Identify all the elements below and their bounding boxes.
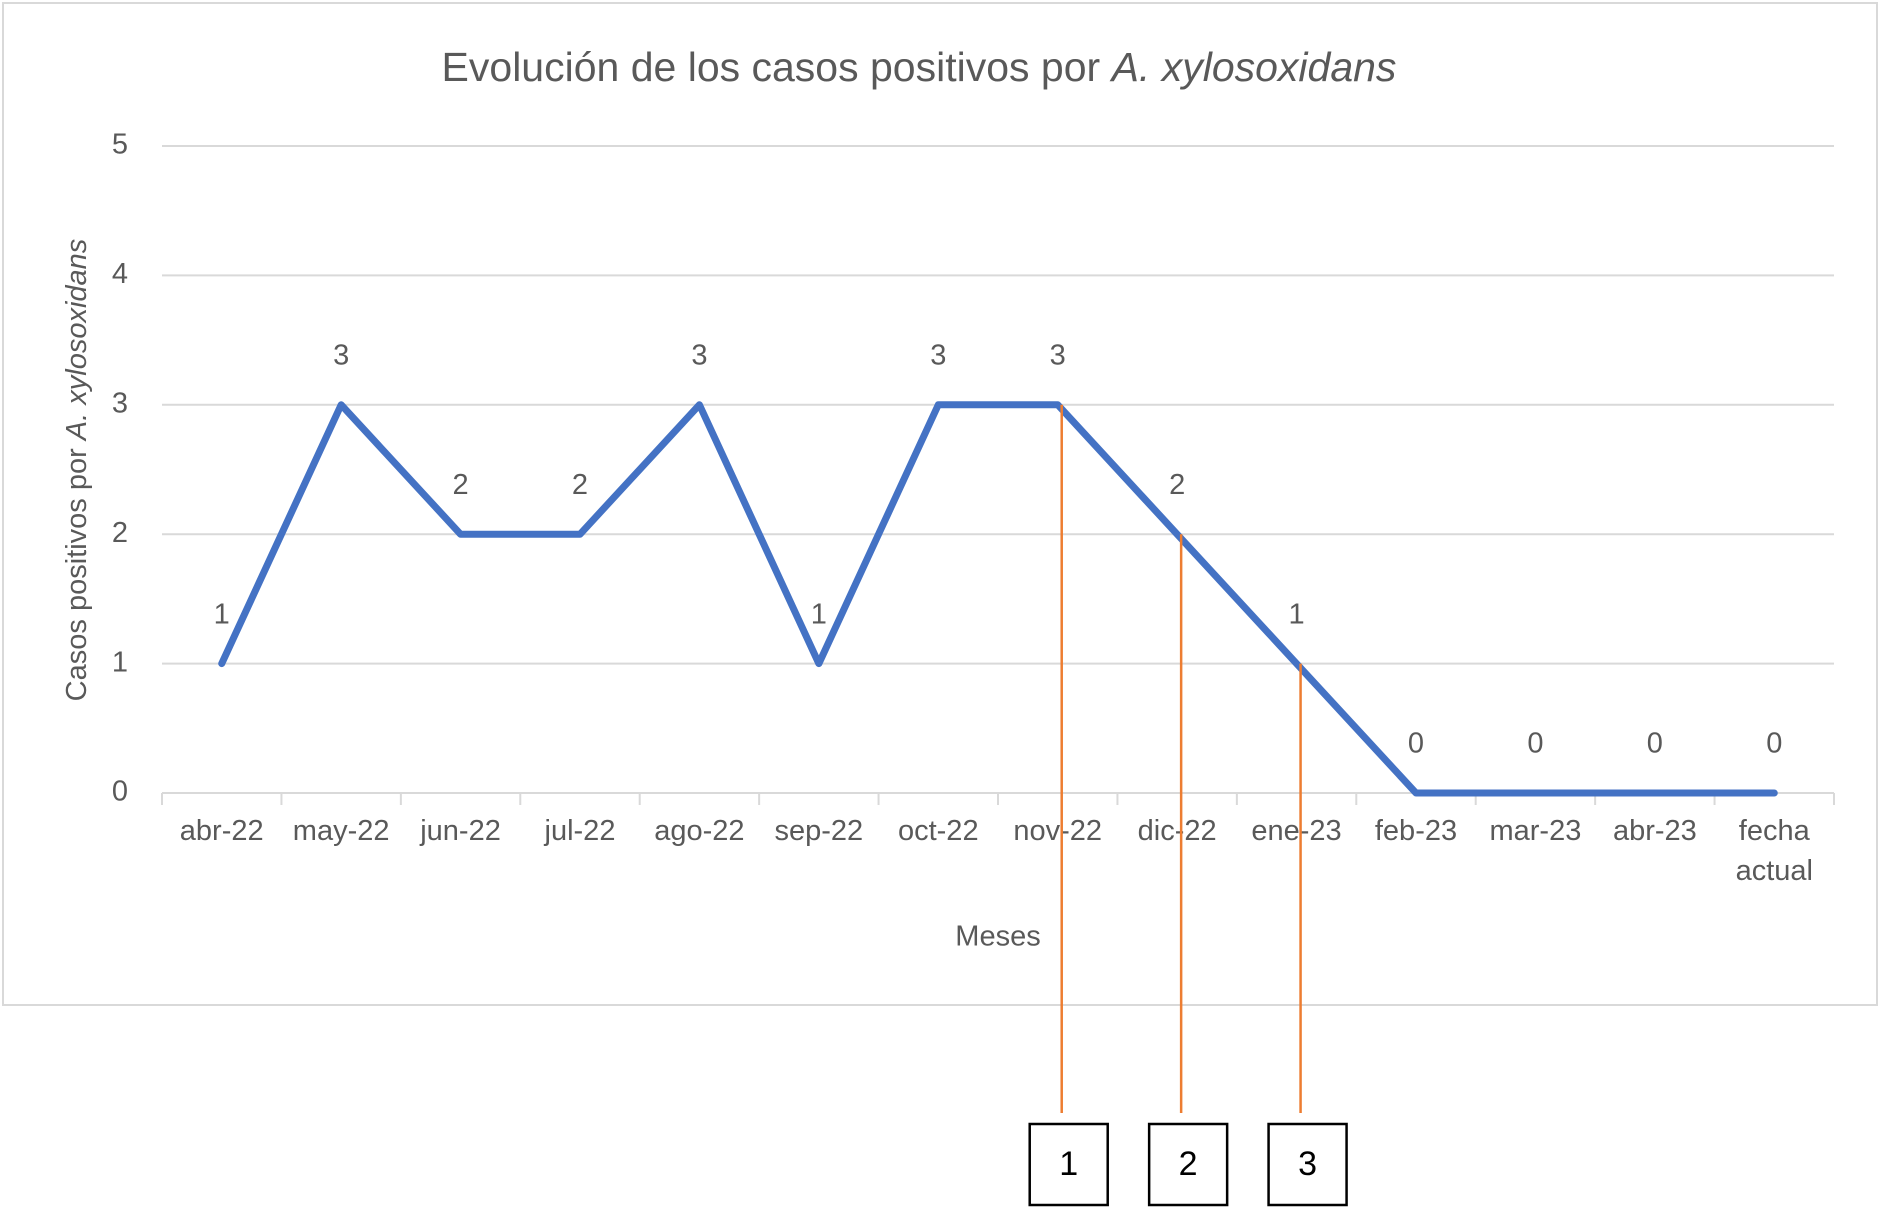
x-tick-label-box: jun-22 [420, 815, 501, 847]
x-tick-label-box: jul-22 [544, 815, 616, 847]
x-tick-label-box: oct-22 [897, 815, 979, 847]
y-label-italic: A. xylosoxidans [61, 239, 93, 443]
chart-title: Evolución de los casos positivos por A. … [442, 44, 1397, 90]
title-text: Evolución de los casos positivos por [442, 44, 1101, 90]
x-tick-label: mar-23 [1489, 815, 1582, 847]
data-label: 3 [691, 339, 707, 371]
y-tick-label: 0 [112, 776, 128, 808]
chart-border [2, 2, 1878, 1006]
x-tick-label: abr-23 [1612, 815, 1697, 847]
x-axis-label: Meses [955, 921, 1040, 953]
data-label: 3 [333, 339, 349, 371]
annotation-box [1267, 1122, 1348, 1207]
x-tick-label-box: feb-23 [1374, 815, 1458, 847]
x-tick-label-box: ene-23 [1251, 815, 1342, 847]
x-tick-label: ago-22 [654, 815, 745, 847]
data-label: 2 [453, 469, 469, 501]
x-tick-label-box: mar-23 [1489, 815, 1582, 847]
x-tick-label: dic-22 [1137, 815, 1217, 847]
data-label: 1 [811, 598, 827, 630]
x-tick-label-box: ago-22 [654, 815, 745, 847]
y-tick-label: 5 [112, 129, 128, 161]
annotation-label: 2 [1179, 1145, 1198, 1183]
x-tick-label-box: nov-22 [1013, 815, 1103, 847]
x-tick-label: fecha actual [1735, 815, 1813, 887]
data-line [218, 401, 1778, 797]
x-tick-label: sep-22 [774, 815, 864, 847]
y-tick-label: 4 [112, 258, 128, 290]
y-tick-label: 2 [112, 517, 128, 549]
data-label: 0 [1527, 728, 1543, 760]
annotation-box [1028, 1122, 1109, 1207]
x-tick-label: feb-23 [1374, 815, 1458, 847]
y-tick-label: 3 [112, 387, 128, 419]
x-tick-label-box: fecha actual [1735, 815, 1813, 887]
annotation-box [1147, 1122, 1229, 1207]
data-label: 3 [1050, 339, 1066, 371]
x-tick-label-box: sep-22 [774, 815, 864, 847]
y-tick-label: 1 [112, 646, 128, 678]
x-tick-label: abr-22 [179, 815, 264, 847]
data-label: 0 [1647, 728, 1663, 760]
y-axis-label: Casos positivos por A. xylosoxidans [61, 239, 93, 702]
x-tick-label: ene-23 [1251, 815, 1342, 847]
data-label: 2 [572, 469, 588, 501]
data-label: 0 [1408, 728, 1424, 760]
data-label: 2 [1169, 469, 1185, 501]
data-label: 1 [214, 598, 230, 630]
x-tick-label-box: abr-23 [1612, 815, 1697, 847]
x-tick-label-box: dic-22 [1137, 815, 1217, 847]
title-italic: A. xylosoxidans [1109, 44, 1397, 90]
x-tick-label: jul-22 [544, 815, 616, 847]
x-tick-label-box: abr-22 [179, 815, 264, 847]
data-label: 0 [1766, 728, 1782, 760]
x-tick-label: oct-22 [897, 815, 979, 847]
annotation-label: 3 [1298, 1145, 1317, 1183]
x-tick-label: jun-22 [420, 815, 501, 847]
annotation-label: 1 [1059, 1145, 1078, 1183]
x-tick-label: may-22 [292, 815, 390, 847]
y-label-text: Casos positivos por [61, 448, 93, 701]
data-label: 1 [1289, 598, 1305, 630]
x-tick-label: nov-22 [1013, 815, 1103, 847]
data-label: 3 [930, 339, 946, 371]
x-tick-label-box: may-22 [292, 815, 390, 847]
